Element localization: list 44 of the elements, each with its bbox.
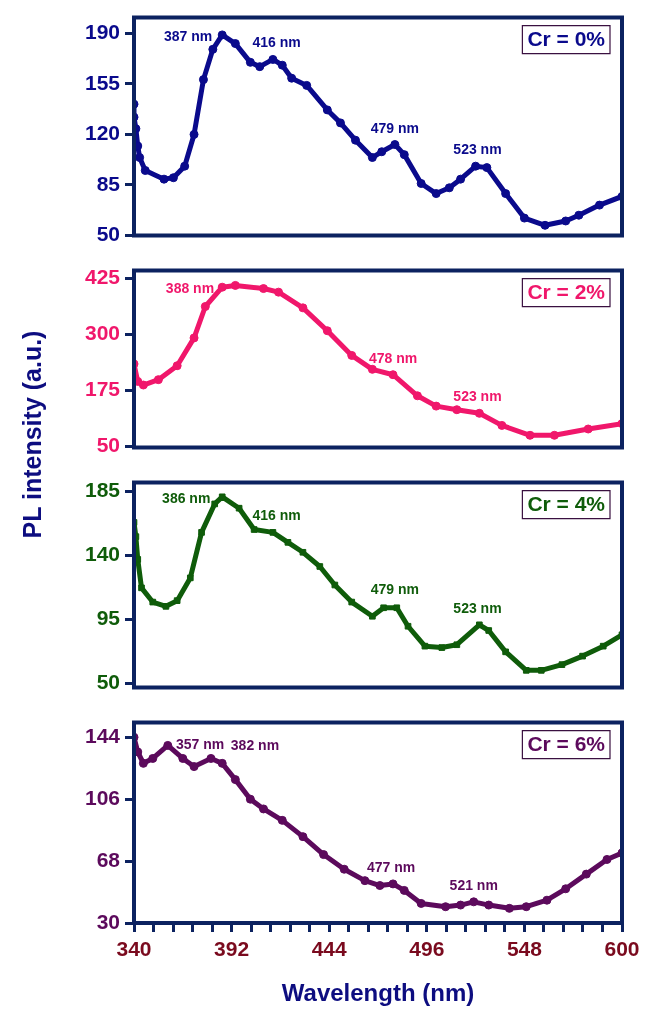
x-tick-label: 496 bbox=[409, 937, 445, 961]
y-tick-label: 30 bbox=[96, 909, 120, 933]
y-tick-label: 106 bbox=[84, 785, 120, 809]
text: Cr = 4% bbox=[527, 492, 606, 516]
y-tick-label: 190 bbox=[84, 20, 120, 44]
x-tick-label: 340 bbox=[116, 937, 152, 961]
annotation: 477 nm bbox=[367, 858, 416, 875]
annotation: 387 nm bbox=[163, 27, 213, 44]
y-tick-label: 175 bbox=[84, 377, 121, 401]
annotation: 416 nm bbox=[252, 34, 301, 51]
annotation: 416 nm bbox=[252, 507, 301, 524]
annotation: 523 nm bbox=[453, 141, 502, 158]
x-tick-label: 444 bbox=[311, 937, 348, 961]
y-tick-label: 68 bbox=[96, 847, 121, 871]
y-tick-label: 85 bbox=[96, 171, 121, 195]
annotation: 523 nm bbox=[453, 599, 502, 616]
x-tick-label: 548 bbox=[506, 937, 543, 961]
text: Cr = 0% bbox=[527, 27, 606, 51]
annotation: 523 nm bbox=[453, 387, 502, 404]
y-tick-label: 50 bbox=[96, 433, 120, 457]
y-tick-label: 140 bbox=[84, 541, 120, 565]
y-tick-label: 50 bbox=[96, 669, 120, 693]
y-tick-label: 155 bbox=[84, 70, 121, 94]
text: Cr = 2% bbox=[527, 280, 606, 304]
y-tick-label: 185 bbox=[84, 477, 121, 501]
annotation: 386 nm bbox=[162, 489, 211, 506]
annotation: 357 nm bbox=[175, 736, 225, 753]
y-tick-label: 300 bbox=[84, 321, 120, 345]
annotation: 388 nm bbox=[165, 279, 215, 296]
y-tick-label: 50 bbox=[96, 222, 120, 246]
annotation: 479 nm bbox=[370, 581, 420, 598]
annotation: 382 nm bbox=[230, 737, 280, 754]
y-tick-label: 120 bbox=[84, 121, 120, 145]
annotation: 478 nm bbox=[368, 349, 418, 366]
x-tick-label: 392 bbox=[214, 937, 250, 961]
y-tick-label: 95 bbox=[96, 605, 121, 629]
x-tick-label: 600 bbox=[604, 937, 640, 961]
y-axis-title: PL intensity (a.u.) bbox=[17, 329, 47, 541]
x-axis-title: Wavelength (nm) bbox=[281, 979, 475, 1007]
annotation: 521 nm bbox=[449, 876, 498, 893]
text: Cr = 6% bbox=[527, 732, 606, 756]
annotation: 479 nm bbox=[370, 119, 420, 136]
y-tick-label: 144 bbox=[84, 724, 121, 748]
y-tick-label: 425 bbox=[84, 265, 121, 289]
